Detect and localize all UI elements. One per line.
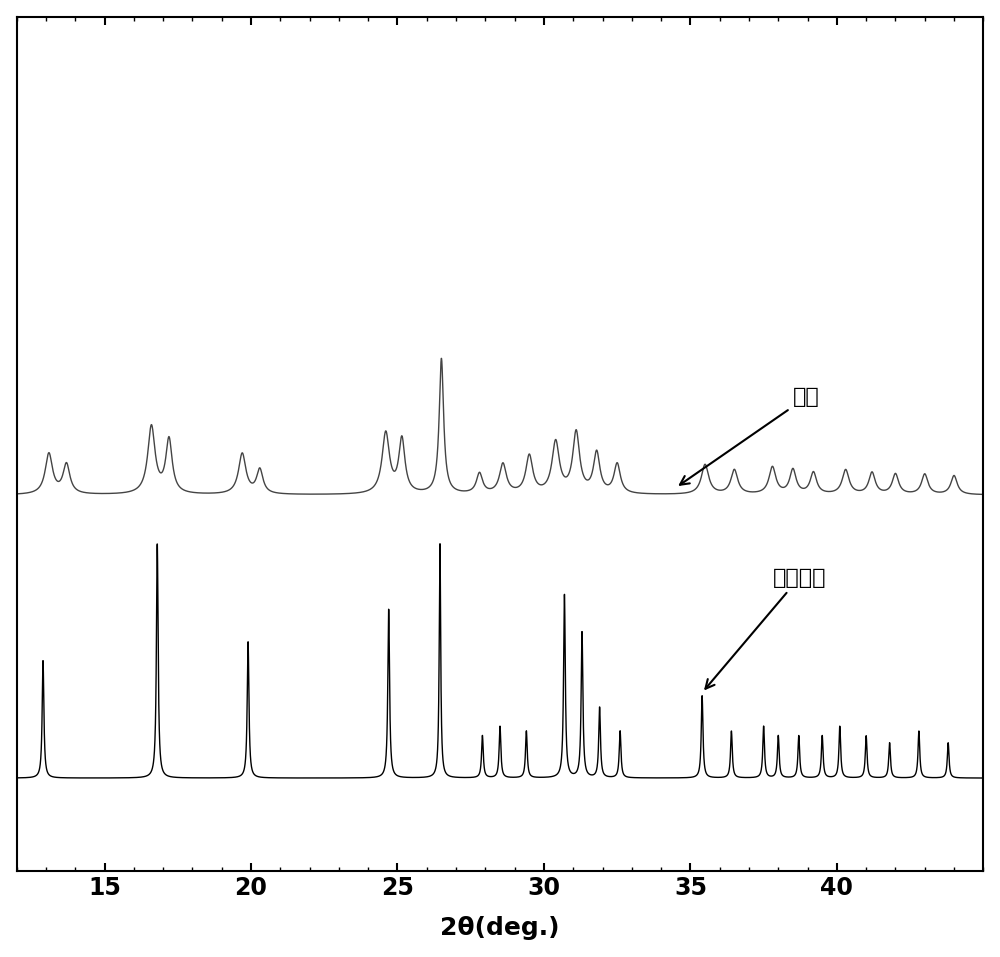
Text: 理论模拟: 理论模拟: [705, 568, 826, 689]
Text: 实验: 实验: [680, 388, 820, 485]
X-axis label: 2θ(deg.): 2θ(deg.): [440, 917, 560, 941]
